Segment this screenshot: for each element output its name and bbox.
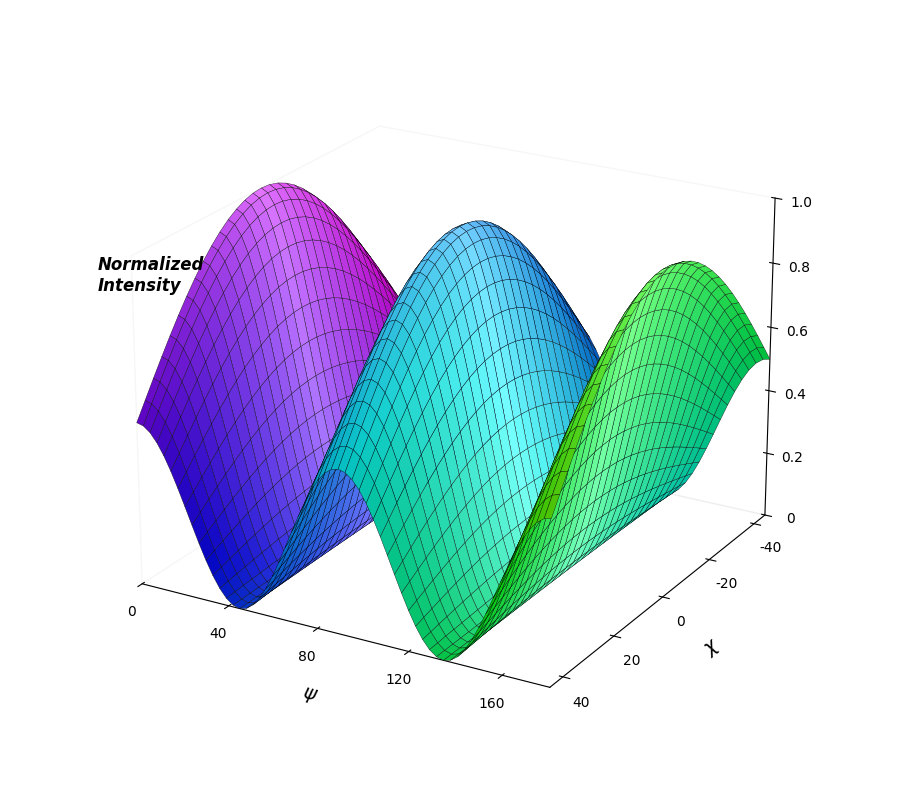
X-axis label: $\psi$: $\psi$: [300, 685, 319, 707]
Text: Normalized
Intensity: Normalized Intensity: [97, 256, 203, 295]
Y-axis label: $\chi$: $\chi$: [701, 636, 724, 660]
